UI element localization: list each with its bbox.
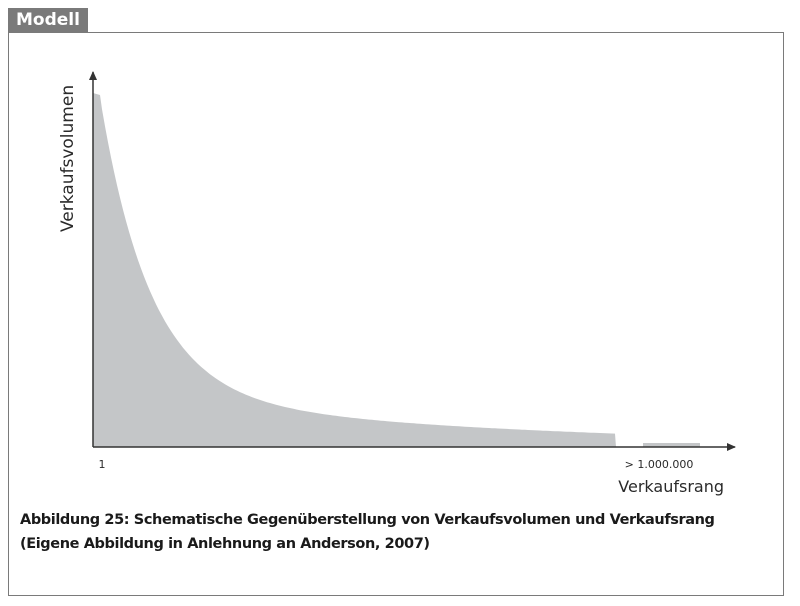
box-tab: Modell <box>8 8 88 33</box>
x-axis-label: Verkaufsrang <box>618 477 724 496</box>
x-tick-label-end: > 1.000.000 <box>625 458 694 471</box>
figure-frame <box>8 32 784 596</box>
caption-line-2: (Eigene Abbildung in Anlehnung an Anders… <box>20 536 430 552</box>
caption-line-1: Abbildung 25: Schematische Gegenüberstel… <box>20 512 715 528</box>
long-tail-area <box>93 93 616 447</box>
figure-caption: Abbildung 25: Schematische Gegenüberstel… <box>20 508 780 556</box>
long-tail-chart: Verkaufsvolumen Verkaufsrang 1 > 1.000.0… <box>58 71 736 496</box>
long-tail-area-end-segment <box>643 443 700 447</box>
y-axis-label: Verkaufsvolumen <box>58 85 78 232</box>
x-tick-label-start: 1 <box>99 458 106 471</box>
